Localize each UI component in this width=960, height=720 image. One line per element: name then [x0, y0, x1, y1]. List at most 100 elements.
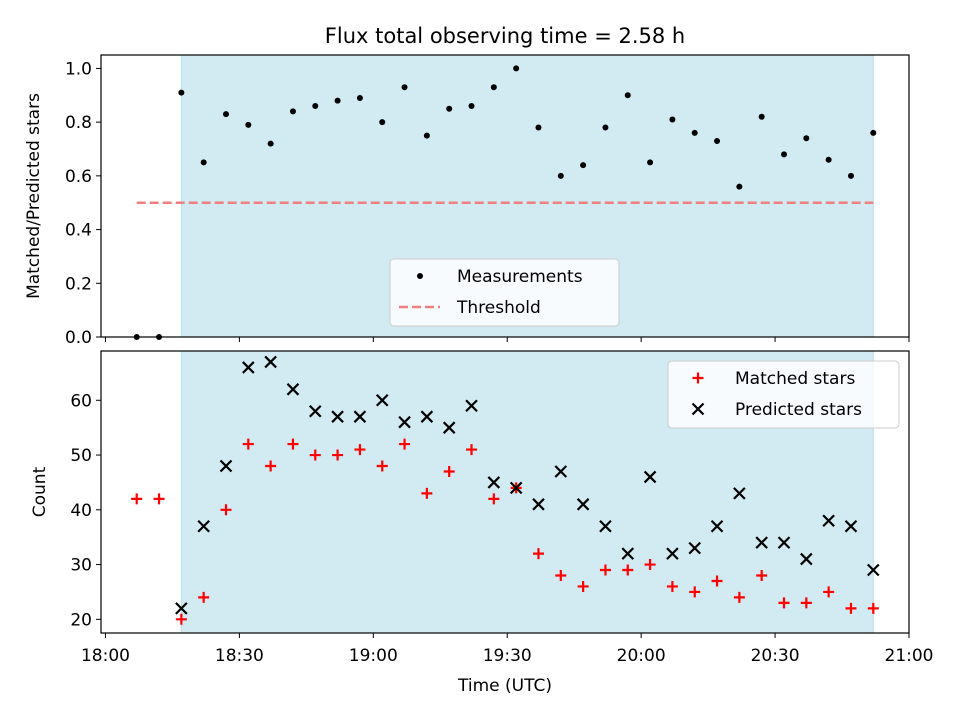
measurement-point: [379, 119, 386, 126]
predicted-star-point: [219, 459, 233, 473]
predicted-star-point: [621, 547, 635, 560]
measurement-point: [781, 151, 788, 158]
measurement-point: [178, 89, 185, 96]
predicted-star-point: [554, 465, 568, 478]
predicted-star-point: [688, 541, 702, 555]
predicted-star-point: [755, 536, 768, 549]
y-tick-label: 20: [70, 610, 92, 630]
x-tick-label: 18:30: [215, 646, 264, 666]
matched-star-point: [220, 504, 232, 516]
matched-star-point: [198, 591, 210, 603]
measurement-point: [401, 84, 408, 91]
y-tick-label: 0.8: [65, 113, 92, 133]
series-measurements: [133, 65, 877, 340]
measurement-point: [356, 94, 363, 101]
measurement-point: [267, 140, 274, 147]
matched-star-point: [242, 438, 254, 450]
predicted-star-point: [733, 487, 746, 500]
predicted-star-point: [398, 415, 411, 429]
measurement-point: [289, 108, 296, 115]
measurement-point: [758, 113, 765, 120]
matched-star-point: [131, 493, 143, 505]
predicted-star-point: [375, 394, 389, 407]
predicted-star-point: [420, 410, 434, 423]
predicted-star-point: [197, 519, 210, 533]
measurement-point: [647, 159, 654, 166]
matched-star-point: [443, 465, 455, 477]
matched-star-point: [354, 444, 366, 456]
y-tick-label: 30: [70, 556, 92, 576]
matched-star-point: [175, 613, 187, 625]
series-predicted-stars: [175, 355, 880, 615]
legend-entry-label: Threshold: [456, 298, 541, 318]
matched-star-point: [287, 438, 299, 450]
matched-star-point: [622, 564, 634, 576]
matched-star-point: [733, 591, 745, 603]
y-tick-label: 0.6: [65, 167, 92, 187]
predicted-star-point: [643, 470, 657, 484]
predicted-star-point: [353, 410, 367, 423]
legend-entry-label: Matched stars: [735, 369, 855, 389]
axes-frame: [100, 350, 910, 634]
matched-star-point: [756, 570, 768, 582]
matched-star-point: [666, 580, 678, 592]
y-tick-label: 0.2: [65, 274, 92, 294]
measurement-point: [602, 124, 609, 131]
y-tick-label: 0.0: [65, 328, 92, 348]
matched-star-point: [845, 602, 857, 614]
measurement-point: [669, 116, 676, 123]
measurement-point: [200, 159, 207, 166]
matched-star-point: [800, 597, 812, 609]
y-tick-label: 40: [70, 501, 92, 521]
legend-box: [389, 258, 620, 327]
matched-star-point: [309, 449, 321, 461]
y-tick-label: 1.0: [65, 59, 92, 79]
legend-marker-plus: [692, 372, 704, 384]
predicted-star-point: [175, 602, 188, 615]
measurement-point: [557, 172, 564, 179]
predicted-star-point: [867, 563, 880, 577]
measurement-point: [334, 97, 341, 104]
x-axis-title: Time (UTC): [457, 676, 552, 696]
measurement-point: [312, 103, 319, 110]
legend: Measurements Threshold: [389, 258, 620, 327]
legend-marker-dot: [417, 273, 423, 279]
matched-star-point: [532, 548, 544, 560]
predicted-star-point: [509, 481, 523, 495]
measurement-point: [624, 92, 631, 99]
matched-star-point: [332, 449, 344, 461]
measurement-point: [691, 129, 698, 136]
predicted-star-point: [532, 498, 545, 511]
predicted-star-point: [576, 498, 590, 511]
bottom-y-axis-title: Count: [30, 466, 50, 517]
bottom-panel: 20 30 40 50 60 18:00 18:30 19:00 19:30 20:00 20:30…: [70, 350, 934, 666]
axes-frame: [100, 54, 910, 338]
x-tick-label: 19:30: [483, 646, 532, 666]
predicted-star-point: [822, 514, 835, 528]
legend-marker-x: [691, 402, 705, 416]
y-tick-label: 50: [70, 446, 92, 466]
measurement-point: [870, 129, 877, 136]
predicted-star-point: [331, 410, 344, 423]
predicted-star-point: [800, 552, 813, 566]
y-tick-label: 0.4: [65, 221, 92, 241]
predicted-star-point: [487, 476, 501, 489]
predicted-star-point: [710, 519, 724, 533]
y-tick-label: 60: [70, 391, 92, 411]
x-tick-label: 21:00: [885, 646, 934, 666]
matched-star-point: [644, 559, 656, 571]
predicted-star-point: [777, 536, 791, 549]
matched-star-point: [599, 564, 611, 576]
matched-star-point: [867, 602, 879, 614]
legend-entry-label: Measurements: [457, 267, 583, 287]
predicted-star-point: [308, 404, 322, 418]
measurement-point: [245, 121, 252, 128]
predicted-star-point: [264, 355, 277, 369]
measurement-point: [736, 183, 743, 190]
matched-star-point: [711, 575, 723, 587]
measurement-point: [803, 135, 810, 142]
legend-entry-label: Predicted stars: [735, 400, 862, 420]
x-tick-label: 18:00: [81, 646, 130, 666]
top-panel: 0.0 0.2 0.4 0.6 0.8 1.0 Measurements Threshold: [65, 54, 910, 348]
